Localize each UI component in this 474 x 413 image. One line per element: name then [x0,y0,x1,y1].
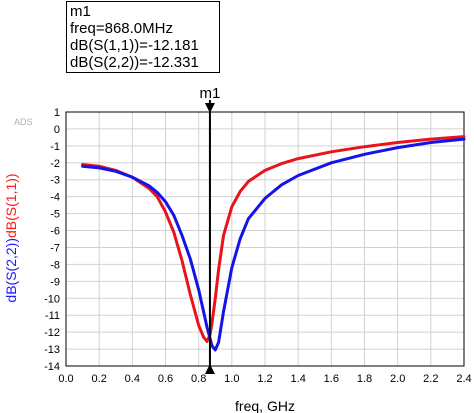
marker-readout-box[interactable]: m1 freq=868.0MHz dB(S(1,1))=-12.181 dB(S… [66,1,220,73]
y-tick-label: 0 [54,124,60,136]
y-tick-label: -13 [44,344,60,356]
marker-m1[interactable]: m1 [200,85,221,374]
y-tick-label: -7 [50,242,60,254]
marker-label: m1 [200,85,221,102]
y-tick-label: -1 [50,141,60,153]
y-tick-label: -5 [50,209,60,221]
grid [65,111,465,367]
x-tick-label: 0.6 [158,373,173,385]
series-line-db-s-1-1 [81,135,466,343]
x-tick-label: 2.2 [423,373,438,385]
x-axis-label: freq, GHz [235,398,295,413]
marker-readout-name: m1 [70,3,91,20]
x-tick-label: 2.0 [390,373,405,385]
x-axis: 0.0 0.2 0.4 0.6 0.8 1.0 1.2 1.4 1.6 1.8 2.0 2.2 2.4 [58,373,471,385]
x-tick-label: 0.8 [191,373,206,385]
y-tick-label: -9 [50,276,60,288]
marker-readout-freq: freq=868.0MHz [70,20,173,37]
ads-watermark: ADS [14,117,33,127]
y-tick-label: -11 [45,310,60,322]
marker-top-arrow [204,103,215,113]
series-group [81,135,466,352]
y-tick-label: -4 [50,192,60,204]
x-tick-label: 0.2 [92,373,107,385]
x-tick-label: 1.6 [324,373,339,385]
x-tick-label: 0.0 [58,373,73,385]
marker-bottom-arrow [204,364,215,374]
y-tick-label: -14 [44,361,60,373]
x-tick-label: 0.4 [125,373,140,385]
y-tick-label: -6 [50,226,60,238]
x-tick-label: 2.4 [456,373,471,385]
y-tick-label: -8 [50,259,60,271]
series-line-db-s-2-2 [81,137,466,352]
y-axis-label-part: dB(S(2,2)) [3,238,19,303]
y-tick-label: 1 [54,107,60,119]
x-tick-label: 1.4 [291,373,306,385]
x-tick-label: 1.0 [224,373,239,385]
y-tick-label: -12 [44,327,60,339]
y-axis: 1 0 -1 -2 -3 -4 -5 -6 -7 -8 -9 -10 -11 -12 -13 -14 [44,107,60,373]
y-tick-label: -10 [44,293,60,305]
y-axis-label: dB(S(2,2))dB(S(1,1)) [3,173,19,302]
y-axis-label-part: dB(S(1,1)) [3,173,19,238]
marker-readout-s22: dB(S(2,2))=-12.331 [70,54,199,71]
marker-readout-s11: dB(S(1,1))=-12.181 [70,37,199,54]
x-tick-label: 1.2 [257,373,272,385]
x-tick-label: 1.8 [357,373,372,385]
plot-frame [65,111,465,367]
y-tick-label: -3 [50,175,60,187]
y-tick-label: -2 [50,158,60,170]
